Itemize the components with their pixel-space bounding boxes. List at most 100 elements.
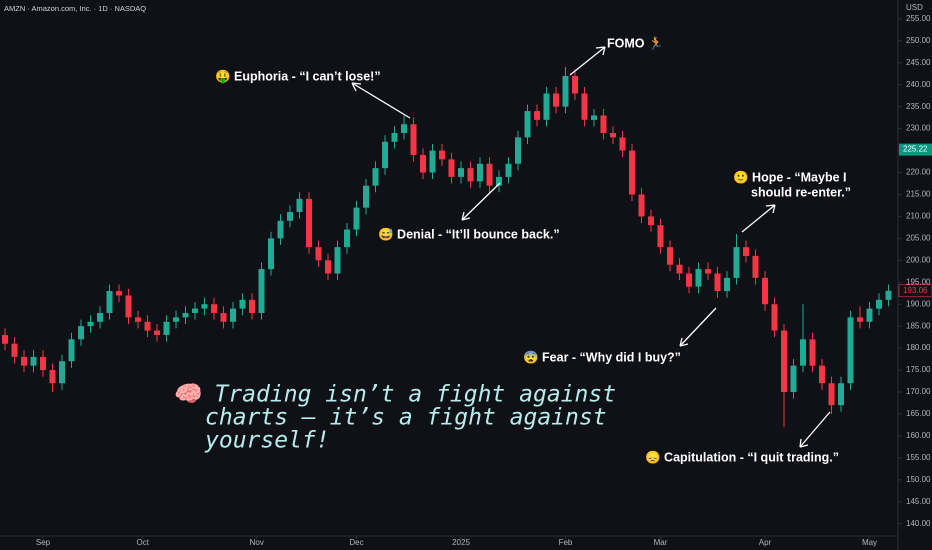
annotation: FOMO 🏃 (607, 35, 664, 50)
quote-line: charts — it’s a fight against (205, 405, 607, 431)
candle-body (420, 154, 426, 173)
candle-body (372, 168, 379, 186)
annotation: 😅 Denial - “It’ll bounce back.” (378, 227, 560, 241)
annotation: should re-enter.” (751, 185, 851, 199)
candle-body (78, 326, 84, 340)
x-tick-label: Feb (559, 538, 573, 547)
candle-body (21, 356, 27, 366)
y-tick-label: 230.00 (906, 124, 931, 133)
candle-body (68, 339, 75, 362)
y-tick-label: 165.00 (906, 409, 931, 418)
y-tick-label: 240.00 (906, 80, 931, 89)
candle-body (686, 273, 692, 287)
y-tick-label: 175.00 (906, 365, 931, 374)
candle-body (752, 255, 759, 278)
candle-body (353, 207, 360, 230)
x-tick-label: Nov (250, 538, 264, 547)
y-tick-label: 250.00 (906, 36, 931, 45)
candle-body (648, 216, 654, 226)
candle-body (277, 220, 284, 239)
candle-body (695, 269, 702, 287)
candle-body (657, 225, 664, 248)
y-tick-label: 145.00 (906, 497, 931, 506)
candle-body (239, 299, 246, 309)
candle-body (391, 133, 398, 142)
candle-body (448, 159, 455, 177)
candle-body (230, 308, 236, 322)
candle-body (467, 168, 474, 182)
candle-body (173, 317, 179, 322)
candle-body (201, 304, 208, 309)
candle-body (211, 304, 217, 313)
candle-body (11, 343, 18, 357)
y-tick-label: 210.00 (906, 212, 931, 221)
y-tick-label: 220.00 (906, 168, 931, 177)
x-tick-label: Sep (36, 538, 51, 547)
arrow (461, 182, 501, 221)
candle-body (268, 238, 274, 270)
candle-body (800, 339, 806, 366)
candle-body (40, 356, 46, 371)
x-tick-label: Oct (137, 538, 150, 547)
candle-body (287, 212, 293, 221)
candle-body (572, 75, 578, 94)
candle-body (59, 361, 65, 384)
y-tick-label: 200.00 (906, 255, 931, 264)
price-marker-label: 225.22 (903, 145, 928, 154)
candle-body (496, 176, 502, 186)
y-tick-label: 195.00 (906, 277, 931, 286)
quote-line: 🧠 Trading isn’t a fight against (172, 382, 616, 408)
candle-body (553, 93, 559, 107)
x-tick-label: Apr (759, 538, 772, 547)
symbol-header: AMZN · Amazon.com, Inc. · 1D · NASDAQ (4, 4, 146, 13)
price-marker (899, 143, 932, 156)
candle-body (809, 339, 816, 366)
annotation: 🙂 Hope - “Maybe I (733, 170, 847, 184)
candle-body (828, 383, 835, 406)
candle-body (743, 247, 749, 256)
candle-body (866, 308, 873, 322)
candle-body (534, 111, 540, 120)
candle-body (600, 115, 607, 134)
candle-body (667, 247, 673, 265)
candle-body (781, 330, 787, 393)
x-tick-label: 2025 (452, 538, 470, 547)
candle-body (258, 269, 265, 313)
candle-body (505, 163, 512, 177)
candles (2, 67, 892, 428)
candle-body (486, 163, 493, 186)
candle-body (885, 290, 892, 300)
annotation: 🤑 Euphoria - “I can’t lose!” (215, 69, 381, 84)
price-marker (898, 284, 932, 298)
y-tick-label: 140.00 (906, 519, 931, 528)
candle-body (581, 93, 588, 120)
x-tick-label: May (862, 538, 877, 547)
y-tick-label: 255.00 (906, 14, 931, 23)
y-tick-label: 170.00 (906, 387, 931, 396)
candle-body (724, 277, 730, 292)
candle-body (49, 370, 56, 384)
candle-body (629, 150, 635, 195)
x-tick-label: Dec (349, 538, 363, 547)
candle-body (220, 312, 227, 322)
candle-body (125, 295, 132, 318)
candle-body (439, 150, 445, 160)
candle-body (192, 308, 198, 313)
arrow (741, 204, 776, 233)
y-tick-label: 185.00 (906, 321, 931, 330)
candle-body (838, 383, 844, 406)
candle-body (790, 365, 797, 393)
y-tick-label: 205.00 (906, 233, 931, 242)
y-tick-label: 190.00 (906, 299, 931, 308)
candle-body (876, 299, 882, 309)
candle-body (382, 141, 388, 169)
candle-body (733, 247, 740, 278)
y-tick-label: 160.00 (906, 431, 931, 440)
candle-body (344, 229, 350, 248)
candle-body (401, 124, 407, 134)
candle-body (325, 260, 331, 274)
candle-body (315, 247, 322, 261)
candle-body (163, 321, 170, 335)
